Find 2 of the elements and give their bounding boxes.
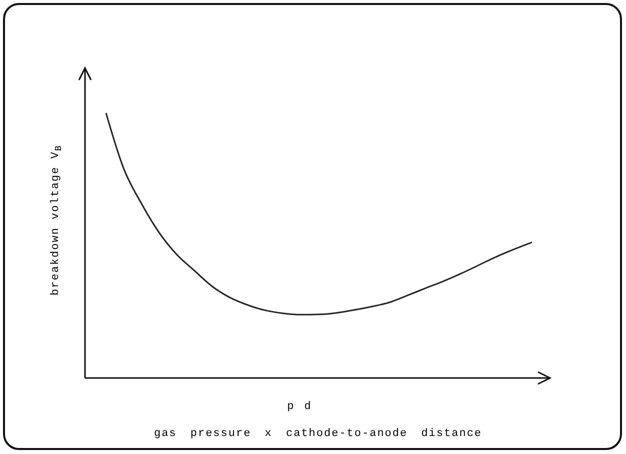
x-axis-title: p d: [287, 401, 313, 413]
text: gas pressure x cathode-to-anode distance: [154, 428, 482, 440]
